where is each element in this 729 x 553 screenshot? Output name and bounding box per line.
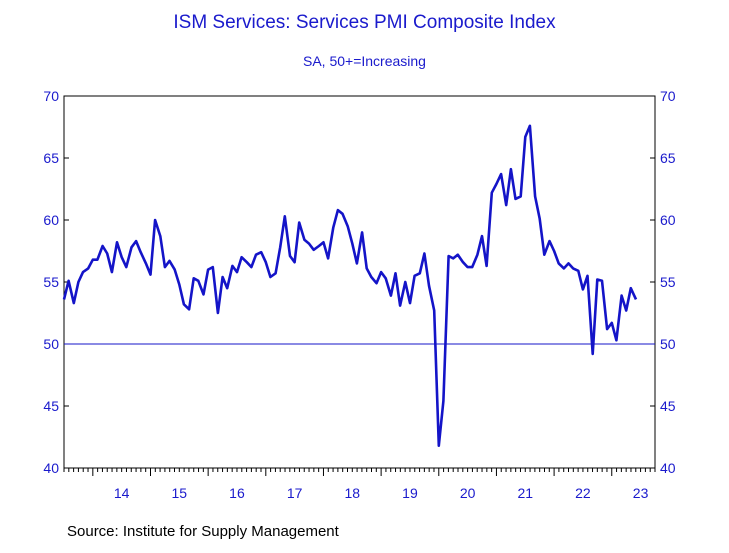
y-tick-label-right: 50 [660, 336, 676, 352]
x-tick-label: 23 [633, 485, 649, 501]
source-note: Source: Institute for Supply Management [67, 523, 339, 540]
y-tick-label-left: 40 [43, 460, 59, 476]
x-tick-label: 20 [460, 485, 476, 501]
y-tick-label-left: 65 [43, 150, 59, 166]
y-tick-label-left: 60 [43, 212, 59, 228]
x-tick-label: 15 [172, 485, 188, 501]
x-tick-label: 17 [287, 485, 303, 501]
x-tick-label: 18 [345, 485, 361, 501]
tick-marks [63, 95, 656, 476]
chart-title: ISM Services: Services PMI Composite Ind… [173, 12, 556, 33]
series-line [62, 124, 638, 448]
x-tick-label: 22 [575, 485, 591, 501]
chart-subtitle: SA, 50+=Increasing [303, 53, 426, 69]
x-tick-label: 14 [114, 485, 130, 501]
y-tick-label-right: 70 [660, 88, 676, 104]
y-tick-label-right: 40 [660, 460, 676, 476]
x-tick-label: 21 [517, 485, 533, 501]
y-tick-label-left: 45 [43, 398, 59, 414]
y-tick-label-left: 70 [43, 88, 59, 104]
y-tick-label-right: 60 [660, 212, 676, 228]
x-axis: 14 15 16 17 18 19 20 21 22 23 [114, 485, 649, 501]
x-tick-label: 16 [229, 485, 245, 501]
plot-frame [63, 95, 656, 469]
y-axis-left: 40 45 50 55 60 65 70 [43, 88, 59, 476]
y-tick-label-right: 55 [660, 274, 676, 290]
y-axis-right: 40 45 50 55 60 65 70 [660, 88, 676, 476]
x-tick-label: 19 [402, 485, 418, 501]
y-tick-label-left: 55 [43, 274, 59, 290]
y-tick-label-left: 50 [43, 336, 59, 352]
y-tick-label-right: 65 [660, 150, 676, 166]
y-tick-label-right: 45 [660, 398, 676, 414]
